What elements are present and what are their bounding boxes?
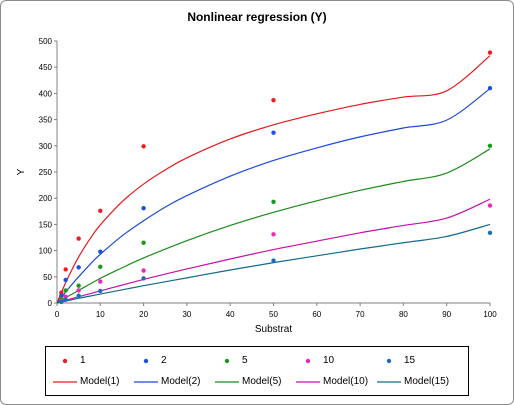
data-point-series-2 — [98, 249, 103, 254]
data-point-series-2 — [76, 265, 81, 270]
legend-label: 10 — [323, 355, 335, 366]
axes: 0 50 100 150 200 250 300 350 400 450 500 0 10 20 30 40 5… — [39, 37, 498, 319]
data-point-series-15 — [487, 230, 493, 235]
data-point-series-1 — [98, 208, 103, 213]
data-point-series-5 — [271, 199, 276, 205]
legend-label: Model(5) — [242, 376, 282, 387]
y-tick-label: 250 — [39, 168, 53, 177]
x-axis-title: Substrat — [255, 324, 292, 335]
legend: 1 2 5 10 15 Model(1) Model(2) Model(5) Model(10)… — [45, 346, 469, 396]
data-point-series-5 — [98, 264, 103, 270]
model-line-Model(5) — [56, 148, 491, 304]
model-lines — [56, 55, 491, 304]
data-point-series-1 — [63, 267, 68, 272]
data-point-series-15 — [98, 288, 103, 294]
data-point-series-5 — [141, 240, 146, 245]
legend-line-swatch — [134, 381, 158, 383]
legend-label: Model(10) — [323, 376, 369, 387]
x-tick-label: 70 — [356, 310, 365, 319]
y-tick-label: 50 — [43, 273, 52, 282]
data-point-series-10 — [76, 288, 81, 293]
data-point-series-2 — [271, 130, 276, 135]
data-point-series-10 — [487, 203, 493, 208]
legend-marker-swatch — [305, 358, 311, 364]
y-tick-label: 300 — [39, 142, 53, 151]
x-tick-label: 10 — [96, 310, 105, 319]
data-point-series-15 — [76, 293, 81, 298]
legend-marker-swatch — [143, 358, 149, 364]
data-points — [59, 50, 493, 305]
legend-marker-swatch — [62, 358, 68, 364]
data-point-series-10 — [63, 294, 68, 299]
legend-line-swatch — [377, 381, 401, 383]
y-tick-label: 500 — [39, 37, 53, 46]
y-tick-label: 0 — [48, 299, 53, 308]
legend-line-swatch — [215, 381, 239, 383]
legend-label: Model(1) — [80, 376, 120, 387]
model-line-Model(10) — [56, 198, 491, 304]
y-tick-label: 150 — [39, 220, 53, 229]
y-tick-label: 350 — [39, 116, 53, 125]
data-point-series-2 — [59, 293, 64, 298]
x-tick-label: 80 — [399, 310, 408, 319]
data-point-series-10 — [98, 279, 103, 284]
x-tick-label: 90 — [442, 310, 451, 319]
data-point-series-10 — [271, 232, 276, 237]
x-tick-label: 0 — [55, 310, 60, 319]
data-point-series-1 — [141, 144, 146, 149]
model-line-Model(15) — [56, 223, 491, 304]
y-tick-label: 400 — [39, 89, 53, 98]
x-tick-label: 20 — [139, 310, 148, 319]
data-point-series-5 — [63, 288, 68, 293]
y-axis-title: Y — [16, 168, 27, 175]
legend-label: 15 — [404, 355, 416, 366]
legend-label: Model(15) — [404, 376, 450, 387]
x-tick-label: 40 — [226, 310, 235, 319]
legend-marker-swatch — [386, 358, 392, 364]
legend-label: 2 — [161, 355, 167, 366]
x-tick-label: 50 — [269, 310, 278, 319]
data-point-series-15 — [59, 299, 64, 305]
data-point-series-1 — [487, 50, 493, 55]
legend-label: Model(2) — [161, 376, 201, 387]
legend-label: 1 — [80, 355, 86, 366]
data-point-series-15 — [63, 297, 68, 303]
data-point-series-2 — [63, 277, 68, 283]
legend-marker-swatch — [224, 358, 230, 364]
data-point-series-5 — [487, 143, 493, 148]
x-tick-label: 60 — [312, 310, 321, 319]
y-tick-label: 200 — [39, 194, 53, 203]
data-point-series-2 — [487, 85, 493, 91]
data-point-series-10 — [141, 268, 146, 273]
model-line-Model(2) — [56, 88, 491, 304]
data-point-series-2 — [141, 205, 146, 211]
model-line-Model(1) — [56, 55, 491, 304]
legend-line-swatch — [296, 381, 320, 383]
data-point-series-15 — [271, 258, 276, 263]
legend-label: 5 — [242, 355, 248, 366]
data-point-series-1 — [59, 290, 64, 295]
x-tick-label: 30 — [182, 310, 191, 319]
x-tick-label: 100 — [483, 310, 497, 319]
legend-line-swatch — [53, 381, 77, 383]
chart-title: Nonlinear regression (Y) — [187, 10, 327, 24]
data-point-series-1 — [271, 98, 276, 103]
y-tick-label: 450 — [39, 63, 53, 72]
y-tick-label: 100 — [39, 247, 53, 256]
data-point-series-15 — [141, 276, 146, 281]
data-point-series-5 — [76, 283, 81, 288]
data-point-series-1 — [76, 236, 81, 241]
